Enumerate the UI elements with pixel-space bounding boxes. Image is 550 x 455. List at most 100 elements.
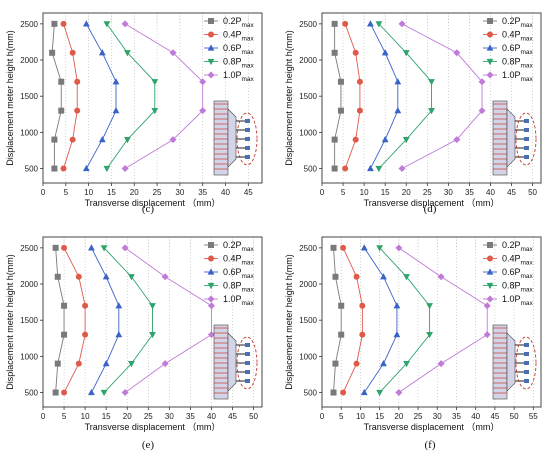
highlight-ellipse [236,336,258,390]
wall-haunch [227,332,237,392]
series-line [342,247,363,393]
series-line [379,247,431,393]
legend-label: 0.8Pmax [502,281,534,294]
x-tick-label: 40 [207,412,216,421]
data-point [121,244,129,252]
data-point [103,21,111,28]
data-point [426,303,433,310]
anchor-plate [524,146,529,150]
y-tick-label: 500 [304,165,318,174]
data-point [375,21,383,28]
legend-marker [487,242,493,248]
data-point [359,302,366,309]
data-point [58,78,65,85]
anchor-plate [245,119,250,123]
y-axis-label: Displacement meter height h(mm) [284,254,294,390]
data-point [338,331,345,338]
series-line [344,23,361,169]
series-1 [61,244,89,396]
data-point [61,331,68,338]
data-point [100,245,108,252]
data-point [332,273,339,280]
series-4 [121,244,215,397]
data-point [124,136,131,144]
data-point [88,244,95,251]
data-point [75,273,82,280]
x-tick-label: 35 [198,188,207,197]
series-4 [395,244,491,397]
legend-label-sub: max [521,63,534,70]
wall-schematic-icon [492,324,537,400]
x-tick-label: 10 [81,412,90,421]
data-point [207,302,215,310]
data-point [337,107,344,114]
legend-label: 0.6Pmax [502,43,534,56]
series-line [55,247,65,393]
data-point [403,360,410,368]
legend-marker [208,255,214,262]
legend-label-main: 0.2P [223,240,242,250]
data-point [128,274,135,281]
series-0 [52,244,68,396]
x-tick-label: 45 [490,412,499,421]
y-tick-label: 1000 [299,128,317,137]
data-point [103,165,111,173]
series-0 [49,20,65,172]
legend-marker [207,44,215,51]
series-line [63,247,86,393]
legend-label-sub: max [521,76,534,83]
data-point [51,20,58,27]
anchor-plate [524,119,529,123]
anchor-plate [524,343,529,347]
x-tick-label: 25 [153,188,162,197]
y-tick-label: 1000 [299,352,317,361]
data-point [331,165,338,172]
legend-marker [486,268,494,275]
y-tick-label: 1500 [299,316,317,325]
data-point [330,244,337,251]
wall-schematic-icon [492,100,537,176]
legend-label-sub: max [242,300,255,307]
series-line [333,247,342,393]
x-tick-label: 15 [375,412,384,421]
x-tick-label: 5 [64,188,69,197]
legend-label: 0.2Pmax [223,240,255,253]
series-3 [103,21,159,173]
data-point [381,135,389,143]
series-1 [60,20,81,172]
legend-marker [486,295,494,303]
data-point [359,331,366,338]
data-point [394,107,402,114]
legend-label-main: 0.8P [502,57,521,67]
y-tick-label: 2000 [20,280,38,289]
legend-marker [208,31,214,38]
highlight-ellipse [515,112,537,166]
data-point [121,165,129,173]
x-tick-label: 25 [144,412,153,421]
data-point [207,331,215,339]
y-tick-label: 500 [25,389,39,398]
x-tick-label: 40 [471,412,480,421]
series-0 [330,244,345,396]
series-3 [100,245,156,397]
data-point [353,273,360,280]
wall-haunch [227,108,237,168]
x-tick-label: 45 [244,188,253,197]
legend-label-sub: max [242,76,255,83]
legend-marker [207,295,215,303]
data-point [61,244,68,251]
x-tick-label: 15 [102,412,111,421]
series-line [106,23,156,169]
data-point [69,49,76,56]
data-point [376,245,384,252]
data-point [380,359,387,367]
data-point [380,273,387,280]
x-tick-label: 10 [360,188,369,197]
legend-label-main: 0.4P [223,254,242,264]
x-tick-label: 5 [62,412,67,421]
legend-label-sub: max [242,49,255,56]
